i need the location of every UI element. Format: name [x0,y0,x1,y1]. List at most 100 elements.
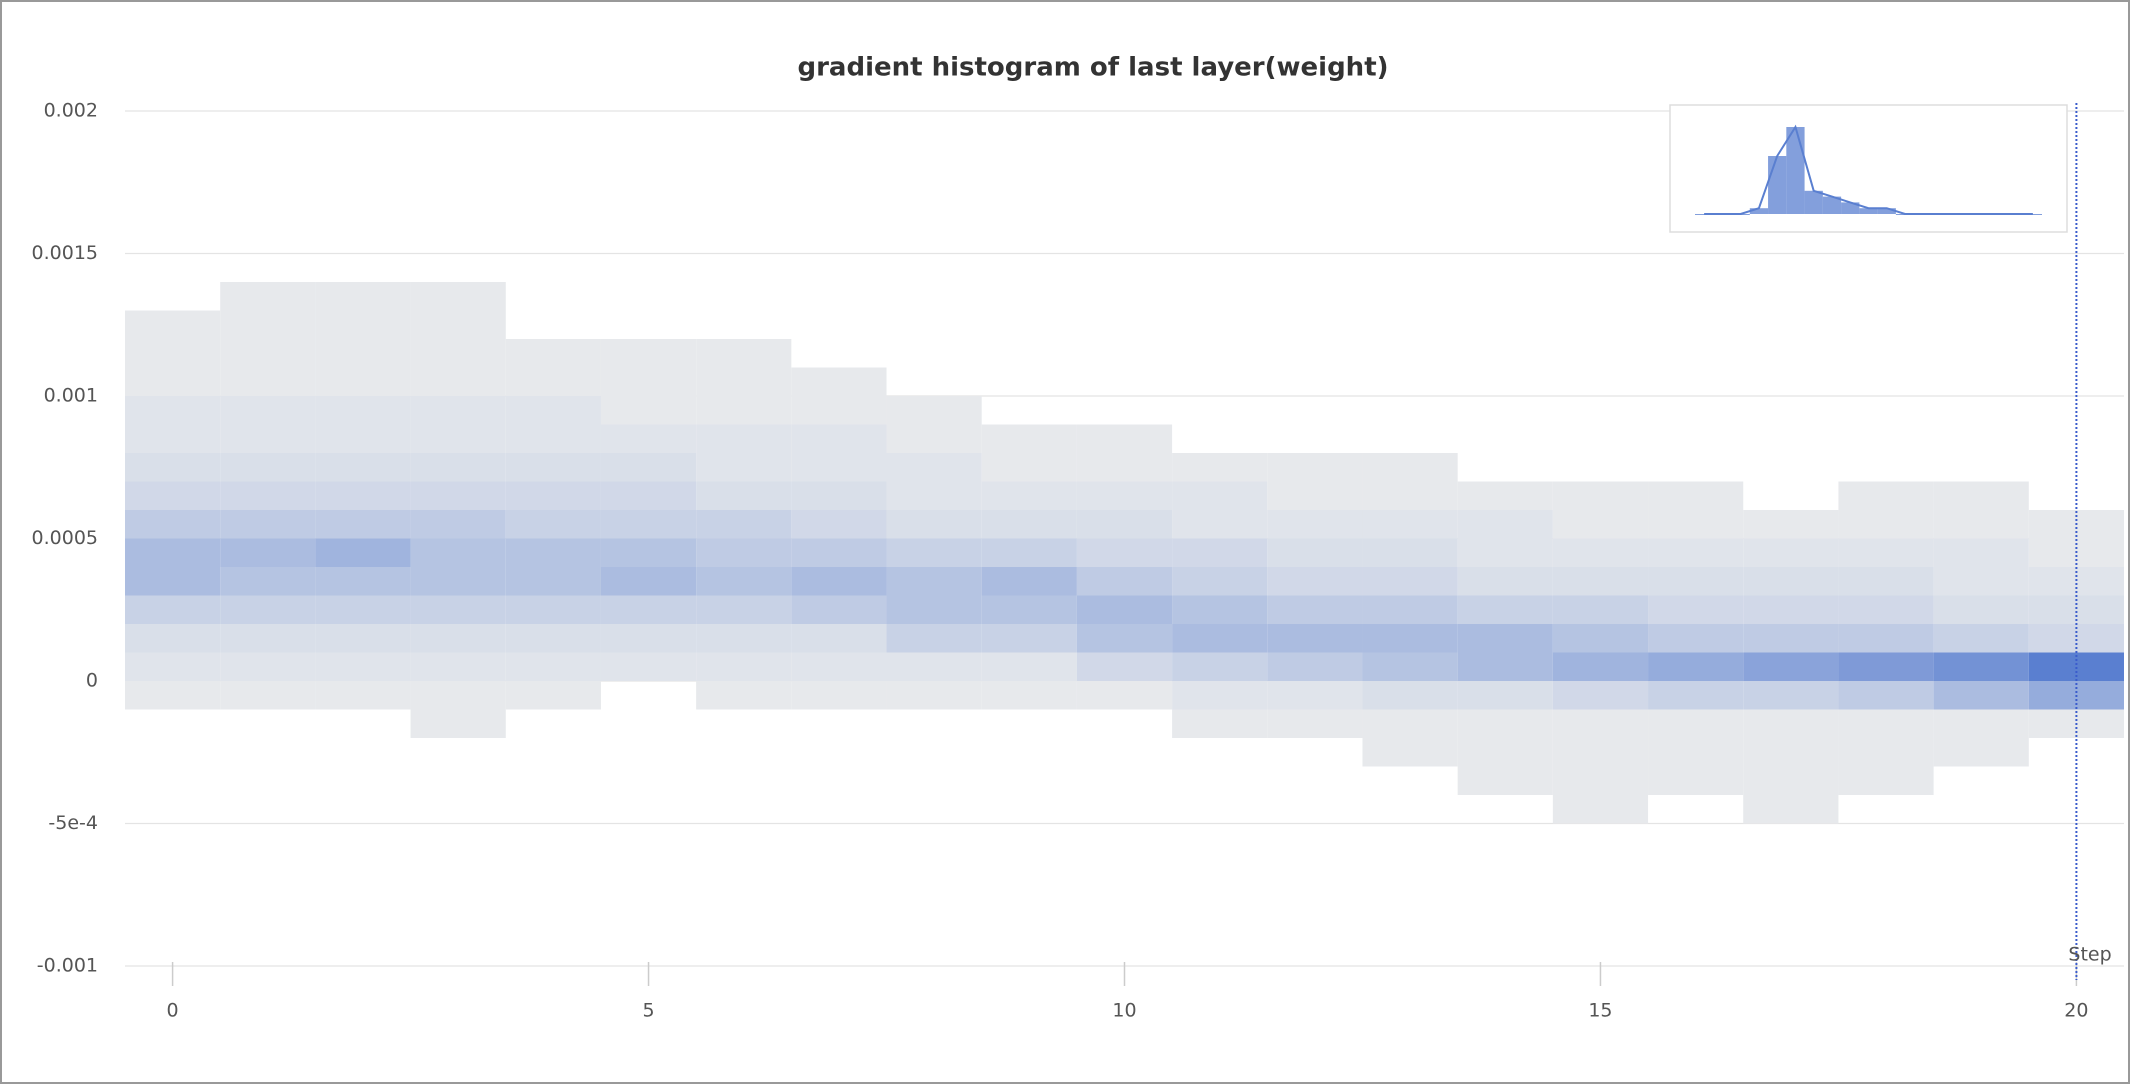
histogram-cell [315,282,411,311]
histogram-cell [410,282,506,311]
histogram-cell [886,681,982,710]
histogram-cell [1172,510,1268,539]
histogram-cell [1933,595,2029,624]
y-tick-label: 0.001 [44,385,98,407]
histogram-cell [1838,595,1934,624]
inset-bar [1841,202,1860,214]
histogram-cell [1267,453,1363,482]
y-tick-label: 0 [86,670,98,692]
histogram-cell [886,624,982,653]
histogram-cell [981,595,1077,624]
histogram-cell [220,510,316,539]
histogram-cell [410,367,506,396]
histogram-cell [1076,424,1173,453]
histogram-cell [1076,595,1173,624]
histogram-cell [886,567,982,596]
histogram-cell [315,510,411,539]
histogram-cell [1648,481,1744,510]
inset-bar [1749,208,1769,214]
histogram-cell [1552,738,1649,767]
histogram-cell [410,424,506,453]
histogram-cell [791,481,887,510]
histogram-cell [600,510,697,539]
histogram-cell [791,595,887,624]
histogram-cell [125,424,221,453]
histogram-cell [1267,538,1363,567]
histogram-cell [886,396,982,425]
histogram-cell [791,510,887,539]
histogram-cell [696,624,792,653]
histogram-cell [125,624,221,653]
histogram-cell [220,538,316,567]
histogram-cell [981,453,1077,482]
histogram-cell [1648,652,1744,681]
histogram-cell [1743,567,1839,596]
histogram-cell [125,538,221,567]
histogram-cell [1457,738,1553,767]
histogram-cell [125,481,221,510]
histogram-cell [1838,567,1934,596]
histogram-cell [1648,709,1744,738]
histogram-cell [696,396,792,425]
histogram-cell [410,567,506,596]
histogram-cell [791,624,887,653]
histogram-cell [1552,595,1649,624]
histogram-cell [220,310,316,339]
histogram-cell [220,652,316,681]
histogram-cell [315,567,411,596]
histogram-cell [220,453,316,482]
histogram-cell [696,538,792,567]
histogram-cell [410,681,506,710]
histogram-cell [1267,709,1363,738]
histogram-cell [1552,538,1649,567]
histogram-cell [1933,681,2029,710]
histogram-cell [1743,624,1839,653]
histogram-cell [886,481,982,510]
histogram-cell [791,681,887,710]
histogram-cell [1172,567,1268,596]
x-tick-label: 10 [1112,1000,1136,1022]
histogram-cell [410,595,506,624]
histogram-cell [220,681,316,710]
histogram-cell [1552,510,1649,539]
histogram-cell [1838,624,1934,653]
histogram-cell [791,453,887,482]
inset-bar [1804,190,1823,214]
histogram-cell [125,453,221,482]
histogram-cell [505,538,601,567]
histogram-cell [125,310,221,339]
inset-line [1704,124,2033,215]
histogram-cell [1172,709,1268,738]
histogram-cell [1838,538,1934,567]
histogram-cell [315,595,411,624]
inset-bar [1859,208,1878,214]
histogram-cell [1076,538,1173,567]
histogram-cell [1172,681,1268,710]
histogram-cell [125,595,221,624]
histogram-cell [1552,795,1649,824]
histogram-cell [410,481,506,510]
histogram-cell [505,339,601,368]
histogram-cell [1172,652,1268,681]
histogram-cell [696,595,792,624]
histogram-cell [1743,681,1839,710]
histogram-cell [1648,624,1744,653]
histogram-cell [315,396,411,425]
histogram-cell [1743,595,1839,624]
histogram-cell [1838,766,1934,795]
histogram-cell [125,396,221,425]
histogram-cell [1457,624,1553,653]
histogram-cell [505,624,601,653]
histogram-cell [125,652,221,681]
histogram-cell [1648,681,1744,710]
histogram-cell [220,282,316,311]
histogram-cell [1457,766,1553,795]
histogram-cell [981,567,1077,596]
histogram-cell [315,538,411,567]
histogram-cell [791,367,887,396]
histogram-cell [1172,538,1268,567]
histogram-cell [220,424,316,453]
histogram-cell [1172,481,1268,510]
histogram-cell [1457,538,1553,567]
histogram-cell [1076,681,1173,710]
